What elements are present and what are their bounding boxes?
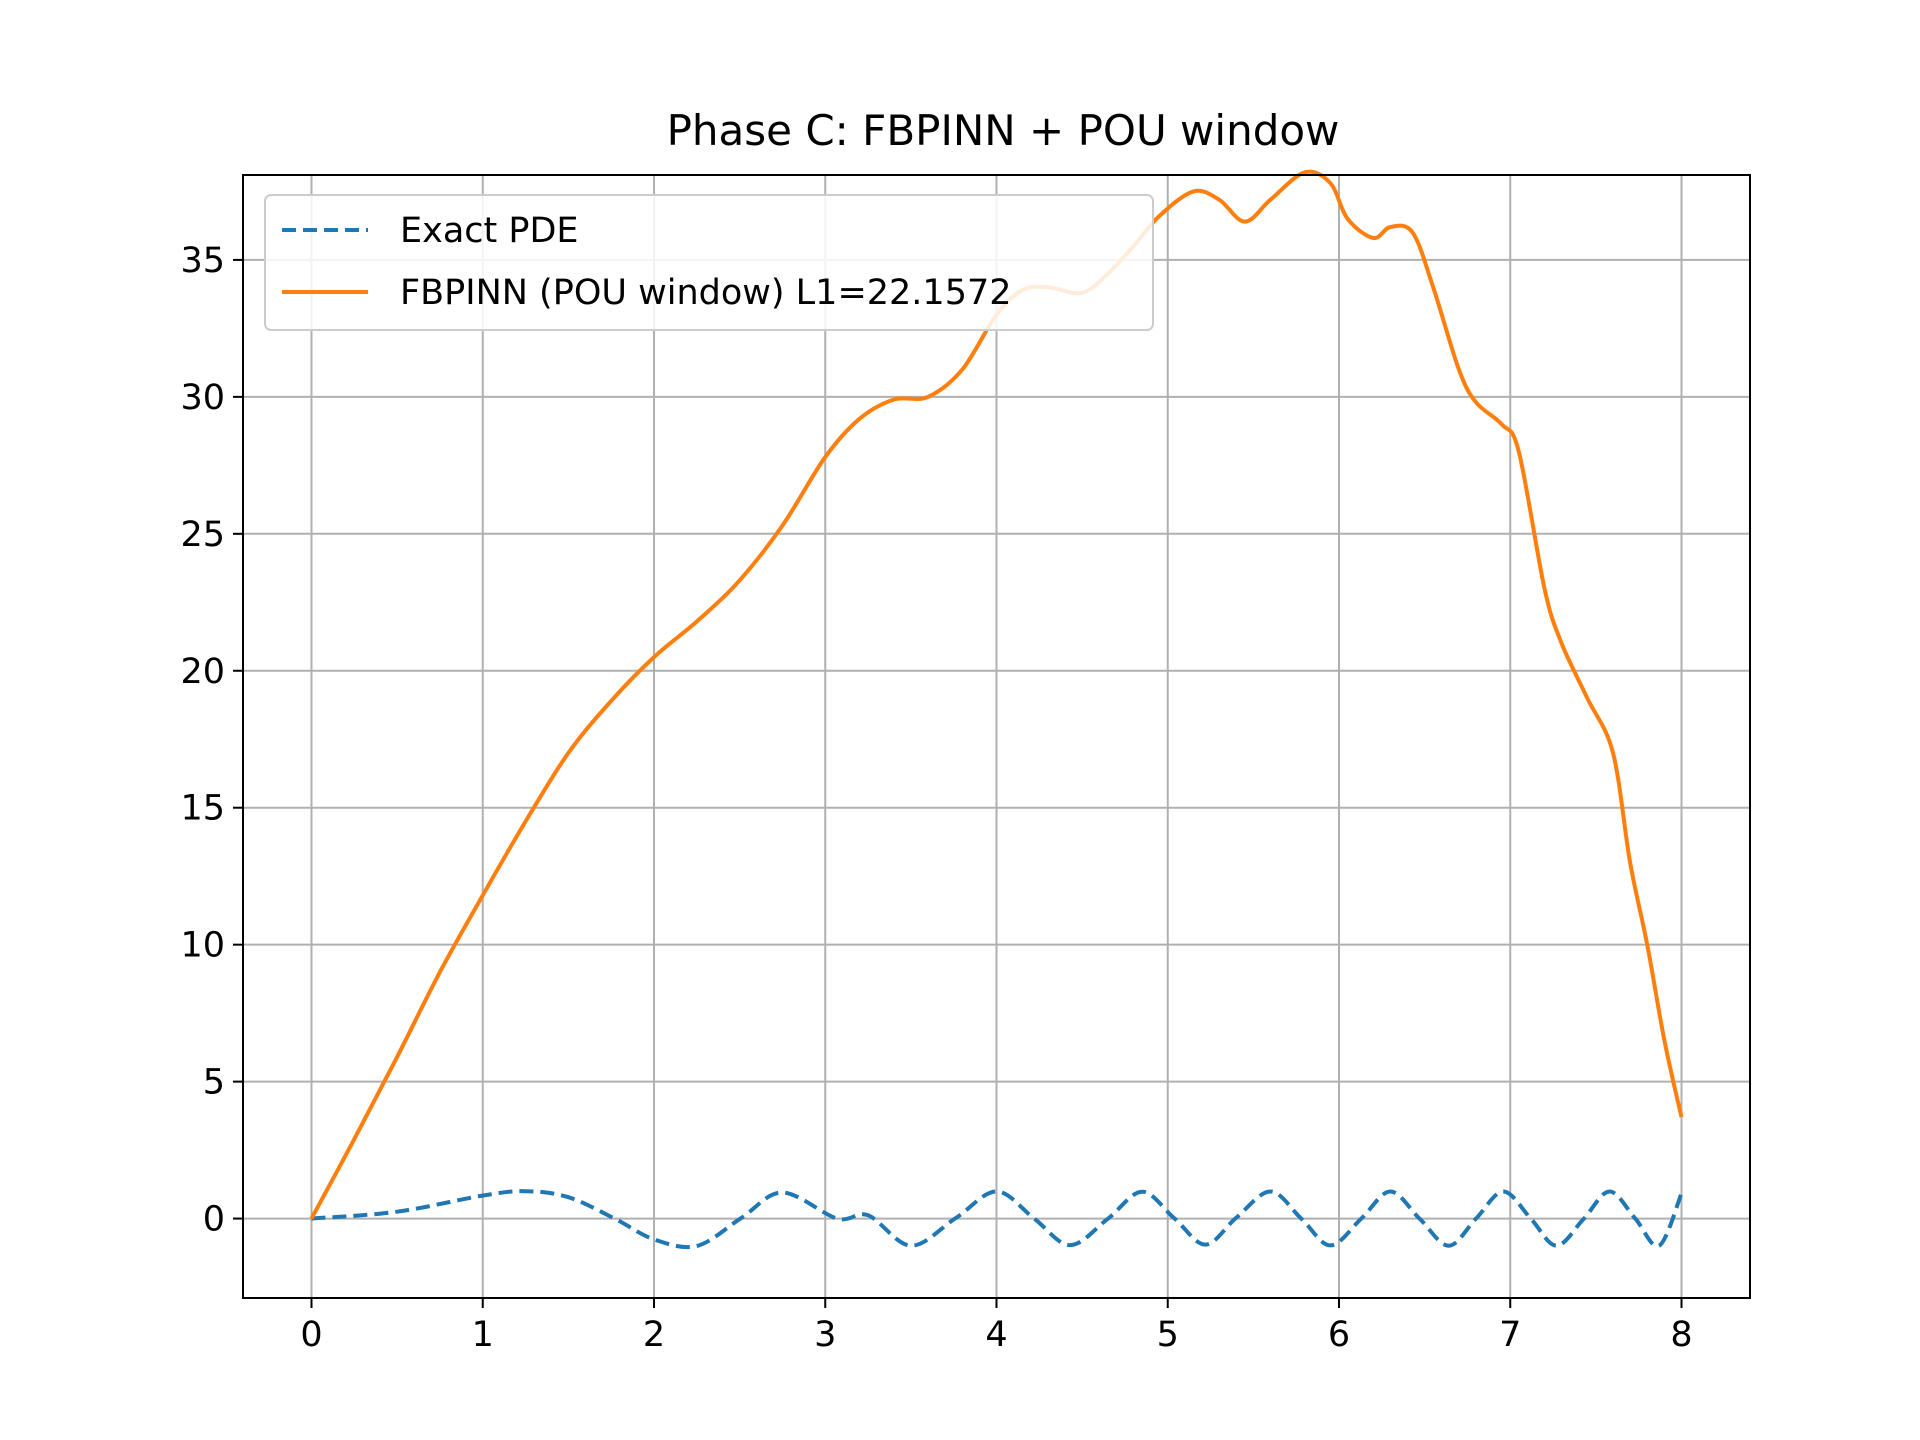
legend-box — [264, 194, 1154, 331]
y-tick-label: 20 — [180, 652, 225, 692]
x-tick-label: 7 — [1499, 1315, 1521, 1355]
chart-title: Phase C: FBPINN + POU window — [667, 106, 1340, 155]
y-tick-label: 15 — [180, 789, 225, 829]
series-layer — [309, 169, 1684, 1250]
y-tick-label: 5 — [203, 1063, 225, 1103]
grid-layer — [243, 175, 1750, 1298]
ticks-layer: 0 1 2 3 4 5 6 7 8 0 5 10 15 20 25 30 35 — [180, 241, 1692, 1355]
y-tick-label: 30 — [180, 378, 225, 418]
y-tick-label: 10 — [180, 926, 225, 966]
x-tick-label: 8 — [1670, 1315, 1692, 1355]
y-tick-label: 25 — [180, 515, 225, 555]
y-tick-label: 35 — [180, 241, 225, 281]
x-tick-label: 1 — [472, 1315, 494, 1355]
y-tick-label: 0 — [203, 1200, 225, 1240]
series-line-fbpinn — [309, 169, 1684, 1220]
legend: Exact PDE FBPINN (POU window) L1=22.1572 — [264, 194, 1154, 331]
legend-label: Exact PDE — [400, 211, 579, 251]
legend-label: FBPINN (POU window) L1=22.1572 — [400, 273, 1012, 313]
x-tick-label: 6 — [1328, 1315, 1350, 1355]
x-tick-label: 4 — [985, 1315, 1007, 1355]
x-tick-label: 0 — [300, 1315, 322, 1355]
x-tick-label: 5 — [1157, 1315, 1179, 1355]
series-line-exact-pde — [311, 1189, 1684, 1250]
x-tick-label: 2 — [643, 1315, 665, 1355]
x-tick-label: 3 — [814, 1315, 836, 1355]
